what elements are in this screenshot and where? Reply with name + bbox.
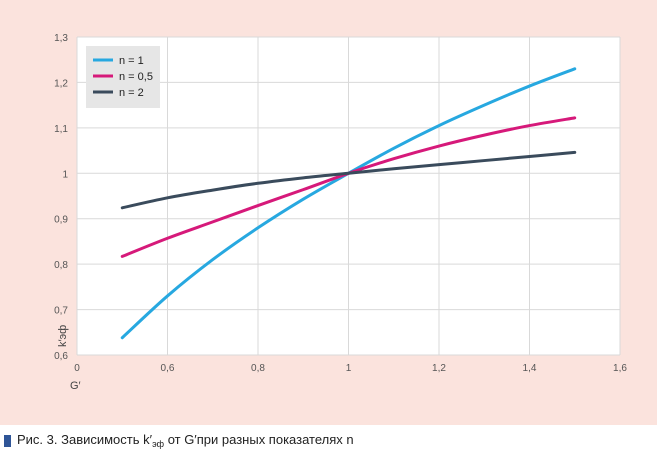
y-tick-label: 1,3 [54,33,68,44]
y-tick-label: 0,8 [54,260,68,271]
y-tick-label: 0,7 [54,306,68,317]
x-tick-label: 0,6 [161,363,175,374]
y-tick-label: 0,6 [54,351,68,362]
legend-label: n = 1 [119,55,144,67]
y-tick-label: 0,9 [54,215,68,226]
y-tick-label: 1 [62,169,68,180]
line-chart: 0 0,6 0,8 1 1,2 1,4 1,60,60,70,80,911,11,21,3 … [54,33,627,392]
y-tick-label: 1,1 [54,124,68,135]
caption-text: Рис. 3. Зависимость k′эф от G′при разных… [17,432,354,449]
x-tick-label: 1 [346,363,352,374]
x-tick-label: 1,4 [523,363,537,374]
series-line-3 [120,150,577,210]
tick-labels: 0 0,6 0,8 1 1,2 1,4 1,6 0,6 0,7 0,8 0,9 1 1,1 1,2 1,3 [54,33,627,374]
figure-caption: Рис. 3. Зависимость k′эф от G′при разных… [4,432,354,449]
x-axis-label: G′ [70,380,81,392]
legend-label: n = 0,5 [119,71,153,83]
legend-label: n = 2 [119,87,144,99]
caption-subscript: эф [152,439,165,449]
legend: n = 1 n = 0,5 n = 2 [86,46,160,108]
caption-suffix: от G′при разных показателях n [164,432,354,447]
grid [76,36,621,356]
x-tick-label: 0 [74,363,80,374]
series-lines [120,67,577,340]
y-tick-label: 1,2 [54,78,68,89]
caption-prefix: Рис. 3. Зависимость k′ [17,432,153,447]
x-tick-label: 1,2 [432,363,446,374]
x-tick-label: 1,6 [613,363,627,374]
figure-frame: 0 0,6 0,8 1 1,2 1,4 1,6 0,6 0,7 0,8 0,9 1 1,1 1,2 1,3 … [0,0,657,425]
x-tick-label: 0,8 [251,363,265,374]
caption-marker [4,434,11,447]
y-axis-label: k′эф [57,325,69,347]
